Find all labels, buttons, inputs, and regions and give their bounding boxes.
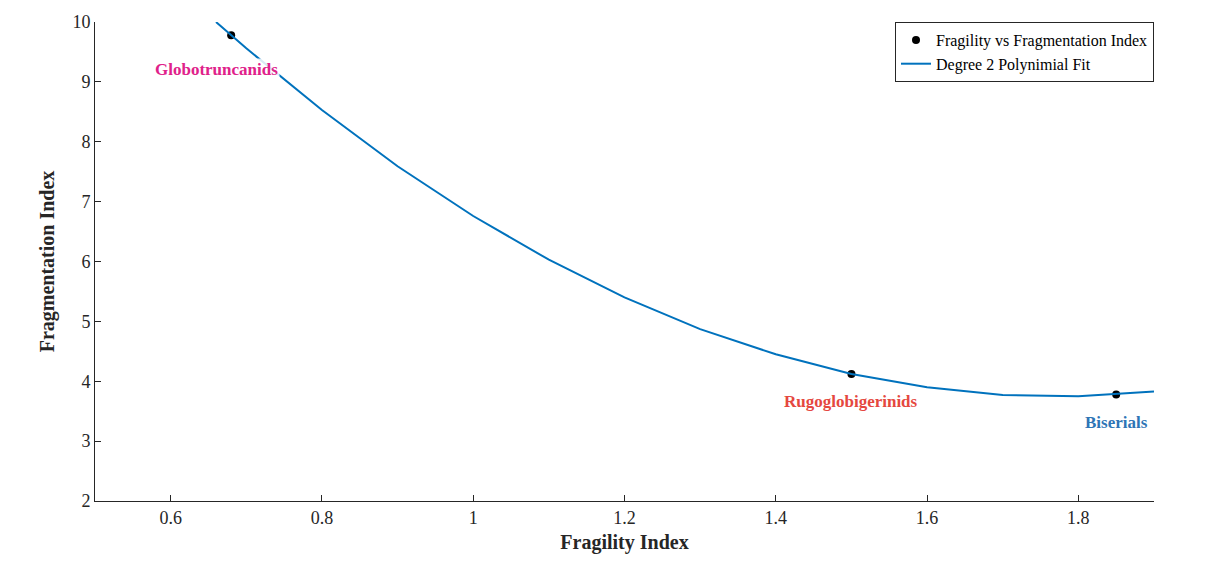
svg-text:5: 5 bbox=[81, 312, 90, 332]
svg-text:9: 9 bbox=[81, 72, 90, 92]
svg-text:8: 8 bbox=[81, 132, 90, 152]
svg-text:Globotruncanids: Globotruncanids bbox=[155, 60, 278, 79]
svg-text:0.6: 0.6 bbox=[159, 508, 182, 528]
svg-text:1.2: 1.2 bbox=[613, 508, 636, 528]
svg-text:1.8: 1.8 bbox=[1067, 508, 1090, 528]
svg-text:4: 4 bbox=[81, 372, 90, 392]
svg-text:1.4: 1.4 bbox=[765, 508, 788, 528]
svg-text:0.8: 0.8 bbox=[311, 508, 334, 528]
svg-text:Fragmentation Index: Fragmentation Index bbox=[36, 171, 59, 353]
svg-text:Rugoglobigerinids: Rugoglobigerinids bbox=[784, 392, 918, 411]
svg-text:6: 6 bbox=[81, 252, 90, 272]
svg-text:Biserials: Biserials bbox=[1085, 413, 1148, 432]
svg-text:2: 2 bbox=[81, 491, 90, 511]
svg-text:7: 7 bbox=[81, 192, 90, 212]
svg-text:Degree 2 Polynimial Fit: Degree 2 Polynimial Fit bbox=[936, 56, 1091, 74]
svg-text:1: 1 bbox=[469, 508, 478, 528]
svg-text:3: 3 bbox=[81, 431, 90, 451]
svg-text:Fragility vs Fragmentation Ind: Fragility vs Fragmentation Index bbox=[936, 32, 1147, 50]
svg-text:Fragility Index: Fragility Index bbox=[560, 531, 688, 554]
svg-text:1.6: 1.6 bbox=[916, 508, 939, 528]
svg-text:10: 10 bbox=[72, 12, 90, 32]
